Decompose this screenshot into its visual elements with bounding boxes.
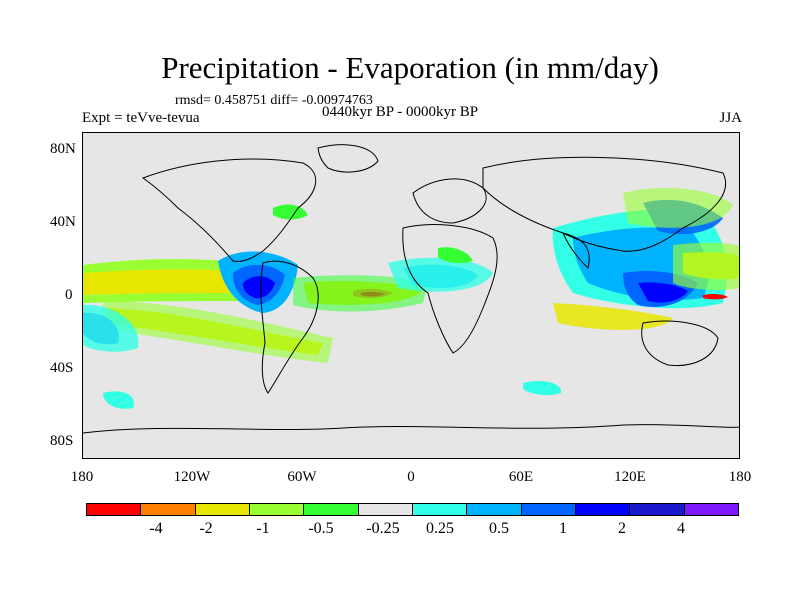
africa-green xyxy=(438,247,473,264)
period-label: 0440kyr BP - 0000kyr BP xyxy=(322,104,479,120)
india-coast xyxy=(562,232,590,269)
europe-coast xyxy=(412,178,487,224)
south-america-coast xyxy=(260,260,319,394)
lon-label-60e: 60E xyxy=(508,469,534,485)
legend-swatch xyxy=(87,504,142,515)
legend-swatch xyxy=(575,504,631,515)
lat-label-0: 0 xyxy=(65,287,73,303)
pacific-itcz-yellow xyxy=(83,262,255,295)
legend-label: 0.5 xyxy=(489,520,509,537)
west-pacific-red xyxy=(703,293,728,300)
legend-label: -2 xyxy=(199,520,213,537)
lon-label-180e: 180 xyxy=(728,469,752,485)
sw-cyan-blob xyxy=(103,391,134,409)
color-legend xyxy=(86,503,739,516)
map-canvas xyxy=(83,144,739,434)
lon-label-120w: 120W xyxy=(173,469,211,485)
legend-swatch xyxy=(684,504,738,515)
legend-label: 0.25 xyxy=(426,520,454,537)
atlantic-green xyxy=(293,275,428,312)
coastlines xyxy=(83,144,739,434)
page-title: Precipitation - Evaporation (in mm/day) xyxy=(161,50,659,85)
africa-coast xyxy=(402,224,498,354)
southern-cyan-blob xyxy=(523,381,562,396)
africa-sahel-cyan xyxy=(388,257,493,292)
north-atlantic-green xyxy=(273,204,308,220)
season-label: JJA xyxy=(719,110,742,126)
south-pacific-green xyxy=(103,301,333,363)
legend-label: 1 xyxy=(559,520,567,537)
legend-label: 4 xyxy=(677,520,685,537)
legend-label: 2 xyxy=(618,520,626,537)
experiment-label: Expt = teVve-tevua xyxy=(82,110,200,126)
lon-label-180w: 180 xyxy=(70,469,94,485)
australia-coast xyxy=(641,320,719,367)
legend-label: -4 xyxy=(149,520,163,537)
pacific-itcz-green xyxy=(83,259,255,273)
legend-label: -1 xyxy=(256,520,270,537)
lon-label-120e: 120E xyxy=(614,469,646,485)
contour-fields xyxy=(83,187,739,409)
legend-swatch xyxy=(630,504,685,515)
legend-swatch xyxy=(358,504,413,515)
legend-swatch xyxy=(141,504,196,515)
lat-label-40s: 40S xyxy=(50,360,74,376)
legend-swatch xyxy=(249,504,305,515)
sw-pacific-cyan xyxy=(83,304,139,352)
central-america-dark-blue xyxy=(243,276,275,299)
lat-label-80n: 80N xyxy=(50,141,76,157)
pacific-itcz-green-south xyxy=(83,293,255,303)
greenland-coast xyxy=(317,144,379,173)
asia-coast xyxy=(482,156,727,252)
legend-swatch xyxy=(467,504,522,515)
lat-label-40n: 40N xyxy=(50,214,76,230)
legend-swatch xyxy=(195,504,250,515)
asia-monsoon-darkblue xyxy=(638,282,688,303)
lon-label-0: 0 xyxy=(407,469,415,485)
legend-swatch xyxy=(521,504,576,515)
lon-label-60w: 60W xyxy=(287,469,317,485)
legend-label: -0.25 xyxy=(366,520,400,537)
legend-swatch xyxy=(412,504,468,515)
legend-label: -0.5 xyxy=(308,520,334,537)
lat-label-80s: 80S xyxy=(50,433,74,449)
legend-swatch xyxy=(304,504,359,515)
map-plot xyxy=(82,132,740,459)
north-america-coast xyxy=(141,158,317,262)
antarctica-coast xyxy=(83,424,739,434)
ne-asia-green xyxy=(623,187,733,228)
stats-text: rmsd= 0.458751 diff= -0.00974763 xyxy=(175,93,373,108)
west-pacific-green xyxy=(673,242,739,291)
